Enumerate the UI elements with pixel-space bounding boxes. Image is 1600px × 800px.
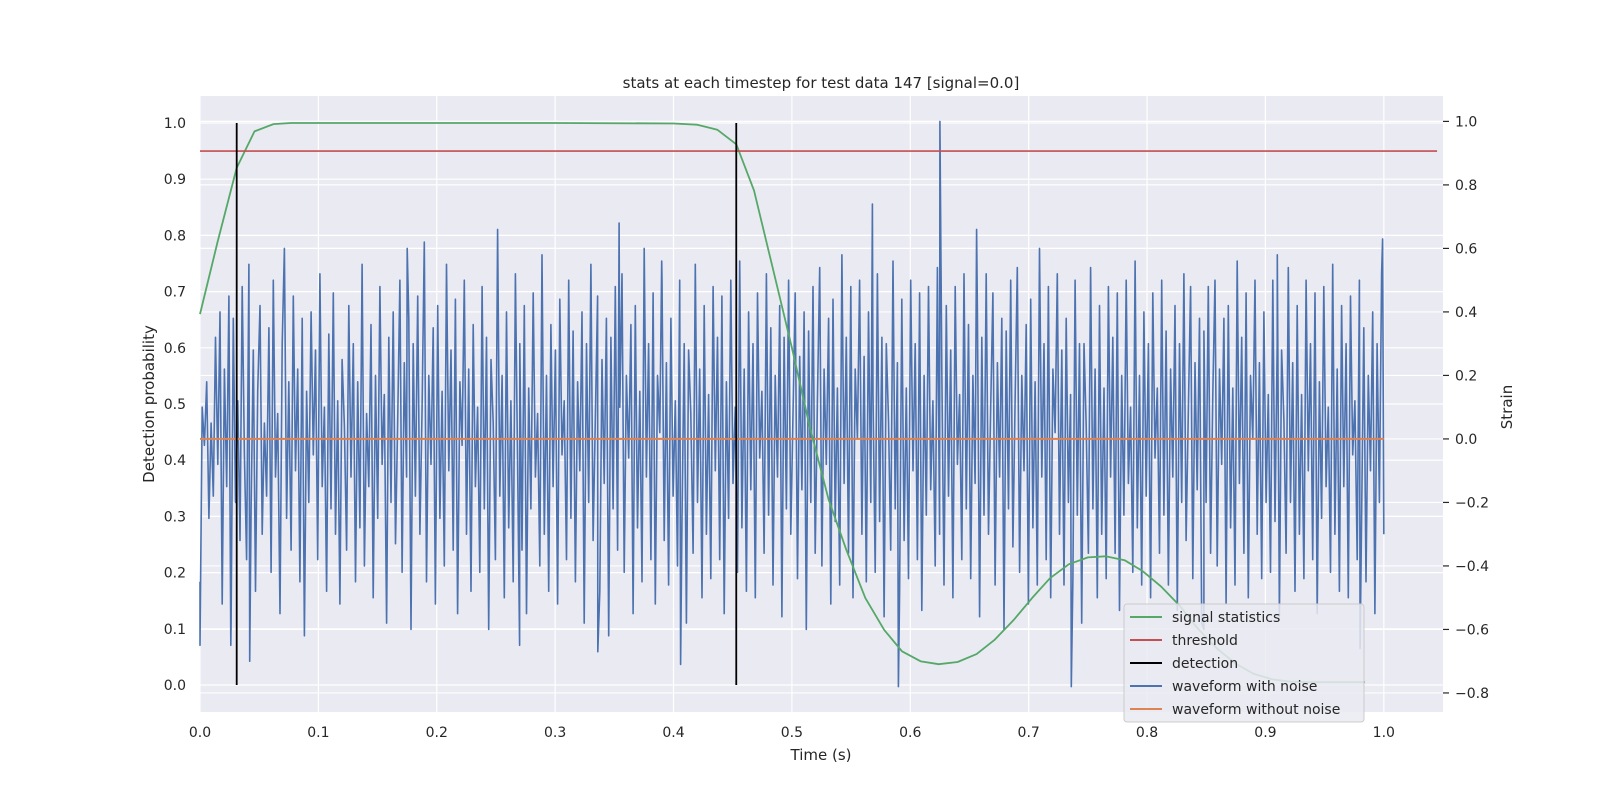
legend-label-threshold: threshold [1172, 633, 1238, 649]
y-tick-label-2: 0.2 [164, 566, 186, 582]
chart-title: stats at each timestep for test data 147… [623, 74, 1020, 92]
y-tick-label-6: 0.6 [164, 341, 186, 357]
right-y-tick-label-1: −0.6 [1455, 622, 1489, 638]
x-tick-label-4: 0.4 [662, 725, 684, 741]
right-y-tick-label-6: 0.4 [1455, 305, 1477, 321]
right-y-tick-label-9: 1.0 [1455, 114, 1477, 130]
x-tick-label-1: 0.1 [307, 725, 329, 741]
x-tick-label-10: 1.0 [1373, 725, 1395, 741]
y-axis-ticks: 0.0 0.1 0.2 0.3 0.4 0.5 0.6 0.7 0.8 0.9 1.0 [164, 116, 186, 694]
right-y-tick-label-0: −0.8 [1455, 686, 1489, 702]
legend-label-waveform-without-noise: waveform without noise [1172, 702, 1340, 718]
y-tick-label-7: 0.7 [164, 285, 186, 301]
y-tick-label-1: 0.1 [164, 622, 186, 638]
y-tick-label-10: 1.0 [164, 116, 186, 132]
right-y-tick-label-5: 0.2 [1455, 368, 1477, 384]
x-tick-label-3: 0.3 [544, 725, 566, 741]
x-tick-label-8: 0.8 [1136, 725, 1158, 741]
legend-label-waveform-with-noise: waveform with noise [1172, 679, 1317, 695]
right-y-tick-label-4: 0.0 [1455, 432, 1477, 448]
right-y-axis-ticks: −0.8 −0.6 −0.4 −0.2 0.0 0.2 0.4 0.6 0.8 1.0 [1443, 114, 1489, 702]
y-tick-label-8: 0.8 [164, 228, 186, 244]
y-tick-label-4: 0.4 [164, 453, 186, 469]
x-axis-ticks: 0.0 0.1 0.2 0.3 0.4 0.5 0.6 0.7 0.8 0.9 1.0 [189, 725, 1395, 741]
x-tick-label-9: 0.9 [1254, 725, 1276, 741]
y-tick-label-3: 0.3 [164, 509, 186, 525]
x-tick-label-0: 0.0 [189, 725, 211, 741]
legend-label-signal-statistics: signal statistics [1172, 610, 1280, 626]
right-y-tick-label-7: 0.6 [1455, 241, 1477, 257]
y-axis-label: Detection probability [140, 325, 158, 483]
right-y-tick-label-3: −0.2 [1455, 495, 1489, 511]
legend: signal statistics threshold detection wa… [1123, 603, 1365, 723]
right-y-tick-label-8: 0.8 [1455, 178, 1477, 194]
right-y-tick-label-2: −0.4 [1455, 559, 1489, 575]
y-tick-label-0: 0.0 [164, 678, 186, 694]
legend-label-detection: detection [1172, 656, 1238, 672]
x-tick-label-7: 0.7 [1018, 725, 1040, 741]
y-tick-label-5: 0.5 [164, 397, 186, 413]
right-y-axis-label: Strain [1498, 385, 1516, 429]
x-tick-label-2: 0.2 [426, 725, 448, 741]
x-axis-label: Time (s) [790, 746, 852, 764]
x-tick-label-5: 0.5 [781, 725, 803, 741]
series-line-waveform-with-noise [199, 120, 1385, 688]
y-tick-label-9: 0.9 [164, 172, 186, 188]
x-tick-label-6: 0.6 [899, 725, 921, 741]
legend-box [1123, 603, 1365, 723]
